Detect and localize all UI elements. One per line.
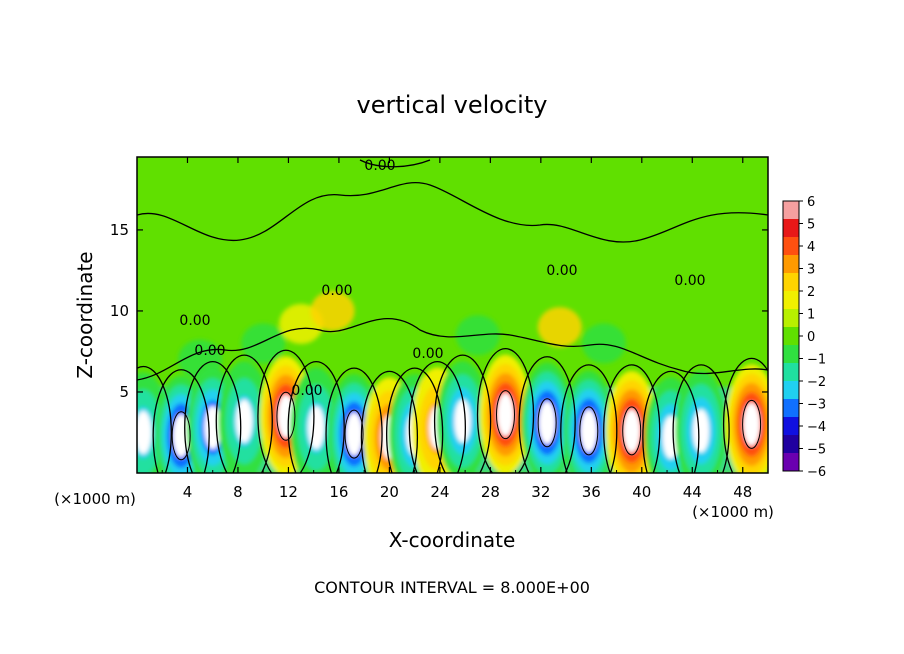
- cell-contour: [385, 367, 444, 473]
- cell-inner-contour: [344, 409, 364, 459]
- cell-contour: [215, 354, 273, 473]
- velocity-cell: [675, 370, 728, 473]
- contour-label: 0.00: [291, 383, 322, 399]
- cell-contour: [433, 354, 492, 473]
- cell-contour: [408, 360, 466, 473]
- x-axis-label: X-coordinate: [389, 528, 516, 552]
- contour-interval-footer: CONTOUR INTERVAL = 8.000E+00: [314, 578, 590, 597]
- cell-inner-contour: [496, 390, 516, 440]
- contour-label: 0.00: [194, 343, 225, 359]
- colorbar-swatch: [783, 417, 799, 436]
- cell-contour: [722, 357, 768, 473]
- colorbar-swatch: [783, 363, 799, 382]
- cell-contour: [257, 349, 315, 473]
- contour-label: 0.00: [674, 273, 705, 289]
- colorbar-swatch: [783, 291, 799, 310]
- colorbar-tick-label: −3: [807, 398, 826, 413]
- zero-contour: [137, 318, 768, 381]
- x-tick-label: 16: [329, 483, 348, 501]
- cell-inner-contour: [622, 406, 642, 456]
- colorbar-tick-label: 1: [807, 308, 815, 323]
- x-tick-label: 12: [279, 483, 298, 501]
- zero-contour: [359, 159, 431, 168]
- x-tick-label: 8: [233, 483, 243, 501]
- colorbar-tick-label: −5: [807, 443, 826, 458]
- x-tick-label: 36: [582, 483, 601, 501]
- chart-title: vertical velocity: [357, 91, 548, 119]
- cell-contour: [560, 364, 618, 473]
- y-axis-label: Z-coordinate: [73, 251, 97, 378]
- colorbar-swatch: [783, 237, 799, 256]
- colorbar-swatch: [783, 201, 799, 220]
- colorbar-swatch: [783, 345, 799, 364]
- cell-inner-contour: [537, 398, 557, 448]
- colorbar-swatch: [783, 219, 799, 238]
- cell-contour: [184, 360, 242, 473]
- x-tick-label: 20: [380, 483, 399, 501]
- x-unit-right: (×1000 m): [692, 503, 774, 521]
- contour-label: 0.00: [321, 283, 352, 299]
- colorbar-tick-label: 0: [807, 330, 815, 345]
- velocity-cell: [310, 290, 355, 331]
- cell-contour: [518, 356, 576, 473]
- cell-inner-contour: [742, 399, 762, 449]
- x-tick-label: 24: [430, 483, 449, 501]
- velocity-cell: [241, 323, 286, 364]
- colorbar-tick-label: 2: [807, 285, 815, 300]
- cell-contour: [603, 364, 661, 473]
- x-tick-label: 44: [683, 483, 702, 501]
- y-tick-label: 10: [110, 302, 129, 320]
- colorbar-swatch: [783, 309, 799, 328]
- colorbar-swatch: [783, 435, 799, 454]
- velocity-cell: [521, 362, 574, 473]
- cell-inner-contour: [579, 406, 599, 456]
- velocity-cell: [725, 364, 768, 473]
- velocity-cell: [581, 323, 626, 364]
- cell-inner-contour: [276, 391, 296, 441]
- x-tick-label: 40: [632, 483, 651, 501]
- colorbar-tick-label: −6: [807, 465, 826, 480]
- contour-label: 0.00: [179, 313, 210, 329]
- contour-label: 0.00: [364, 158, 395, 174]
- zero-contour: [137, 181, 768, 243]
- cell-inner-contour: [171, 411, 191, 461]
- velocity-cell: [537, 307, 582, 348]
- colorbar-swatch: [783, 399, 799, 418]
- cell-contour: [287, 360, 345, 473]
- colorbar-tick-label: −2: [807, 375, 826, 390]
- colorbar-tick-label: 6: [807, 195, 815, 210]
- colorbar-swatch: [783, 327, 799, 346]
- x-tick-label: 4: [183, 483, 193, 501]
- x-tick-label: 32: [531, 483, 550, 501]
- colorbar-swatch: [783, 453, 799, 472]
- contour-label: 0.00: [412, 346, 443, 362]
- x-unit-left: (×1000 m): [54, 490, 136, 508]
- cell-contour: [672, 364, 730, 473]
- cell-contour: [360, 370, 419, 473]
- plot-frame: [136, 156, 769, 474]
- colorbar-tick-label: −4: [807, 420, 826, 435]
- colorbar-swatch: [783, 255, 799, 274]
- colorbar-tick-label: −1: [807, 353, 826, 368]
- cell-contour: [137, 365, 172, 473]
- y-tick-label: 15: [110, 221, 129, 239]
- colorbar-tick-label: 5: [807, 218, 815, 233]
- plot-area: 0.00 0.00 0.00 0.00 0.00 0.00 0.00 0.00: [136, 156, 769, 474]
- cell-contour: [642, 370, 700, 473]
- cell-contour: [476, 348, 535, 473]
- y-tick-label: 5: [119, 383, 129, 401]
- colorbar-swatch: [783, 381, 799, 400]
- x-tick-label: 48: [733, 483, 752, 501]
- contour-label: 0.00: [546, 263, 577, 279]
- cell-contour: [152, 369, 210, 473]
- x-tick-label: 28: [481, 483, 500, 501]
- colorbar-swatch: [783, 273, 799, 292]
- cell-contour: [325, 367, 383, 473]
- colorbar: 6 5 4 3 2 1 0 −1 −2 −3 −4 −5 −6: [782, 195, 826, 480]
- colorbar-tick-label: 4: [807, 240, 815, 255]
- velocity-cell: [436, 361, 489, 473]
- colorbar-tick-label: 3: [807, 263, 815, 278]
- velocity-cell: [218, 361, 271, 473]
